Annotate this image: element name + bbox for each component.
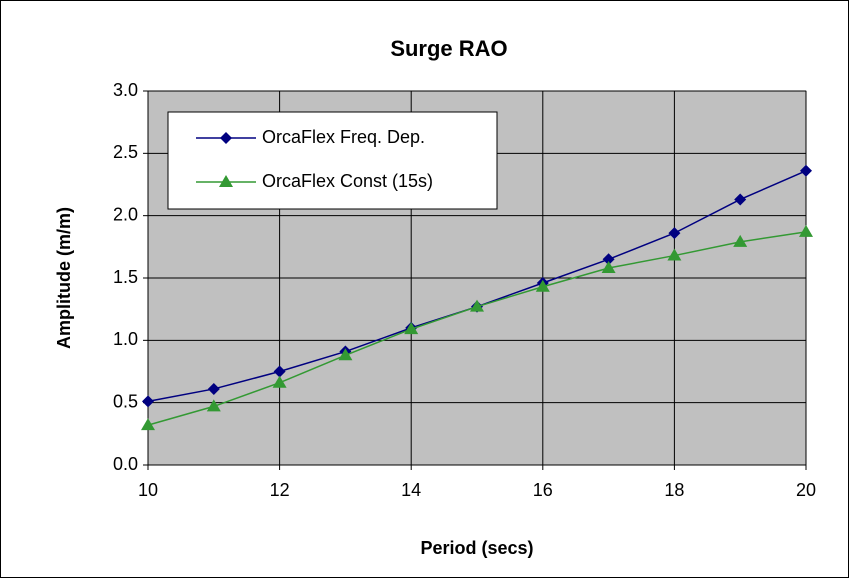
- y-tick-label: 0.5: [113, 391, 138, 411]
- legend-marker: [220, 132, 232, 144]
- marker: [272, 375, 287, 388]
- marker: [142, 395, 154, 408]
- legend-label: OrcaFlex Freq. Dep.: [262, 127, 425, 147]
- x-axis-label: Period (secs): [420, 538, 533, 558]
- marker: [404, 322, 419, 335]
- y-tick-label: 0.0: [113, 454, 138, 474]
- x-tick-label: 20: [796, 480, 816, 500]
- marker: [602, 253, 615, 266]
- x-tick-label: 10: [138, 480, 158, 500]
- marker: [338, 348, 353, 361]
- x-tick-label: 18: [664, 480, 684, 500]
- chart-title: Surge RAO: [390, 36, 507, 61]
- marker: [668, 227, 681, 240]
- y-tick-label: 3.0: [113, 80, 138, 100]
- marker: [800, 164, 812, 177]
- marker: [141, 418, 155, 431]
- marker: [667, 248, 682, 261]
- y-tick-label: 2.5: [113, 142, 138, 162]
- x-tick-label: 14: [401, 480, 421, 500]
- x-tick-label: 16: [533, 480, 553, 500]
- marker: [601, 261, 616, 274]
- marker: [734, 193, 747, 206]
- x-tick-label: 12: [270, 480, 290, 500]
- marker: [206, 399, 221, 412]
- legend: OrcaFlex Freq. Dep. OrcaFlex Const (15s): [167, 111, 498, 210]
- marker: [207, 382, 220, 395]
- marker: [733, 234, 748, 247]
- legend-box: [167, 111, 498, 210]
- marker: [470, 299, 484, 312]
- y-axis-label: Amplitude (m/m): [54, 207, 74, 349]
- y-tick-label: 1.5: [113, 267, 138, 287]
- y-tick-label: 2.0: [113, 204, 138, 224]
- legend-label: OrcaFlex Const (15s): [262, 171, 433, 191]
- marker: [273, 365, 286, 378]
- marker: [799, 224, 813, 237]
- y-tick-label: 1.0: [113, 329, 138, 349]
- legend-marker: [219, 175, 233, 187]
- marker: [535, 279, 550, 292]
